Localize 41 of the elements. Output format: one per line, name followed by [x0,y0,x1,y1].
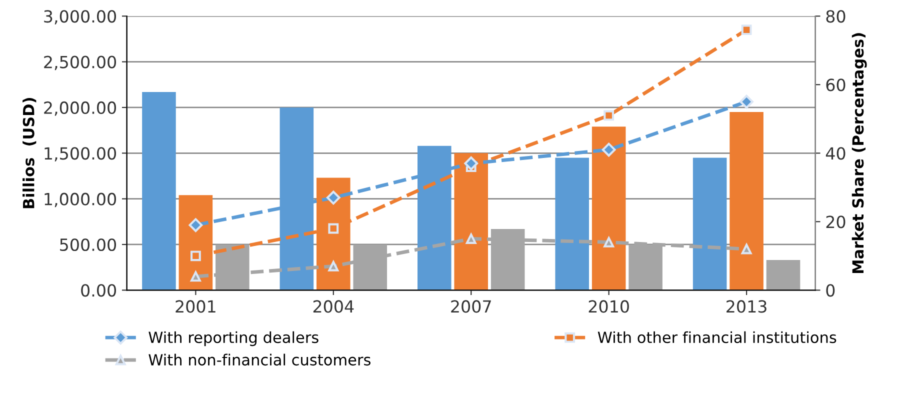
legend-label: With reporting dealers [148,331,318,346]
point [741,244,752,254]
point [741,24,752,36]
point [464,156,478,170]
bar [730,112,764,290]
y-tick-label: 2,500.00 [44,56,116,70]
point [328,223,339,234]
x-tick-label: 2001 [176,300,216,313]
y-tick-label: 1,500.00 [44,147,116,162]
y2-axis-title: Market Share (Percentages) [852,33,867,274]
x-tick-label: 2010 [588,300,629,313]
bar [766,260,800,290]
y-tick-label: 3,000.00 [44,10,116,24]
legend-label: With other financial institutions [598,331,836,344]
y-tick-label: 500.00 [60,238,116,252]
y2-tick-label: 20 [826,216,846,228]
x-tick-label: 2013 [726,300,766,313]
legend-label: With non-financial customers [148,354,370,366]
bar [592,126,626,290]
y-axis-title: Billios (USD) [22,98,36,208]
point [466,234,476,244]
x-tick-label: 2004 [313,300,354,313]
y2-tick-label: 60 [826,78,846,92]
bar [142,92,176,290]
x-tick-label: 2007 [451,300,491,313]
y-tick-label: 2,000.00 [44,101,116,116]
y2-tick-label: 0 [826,284,835,297]
y2-tick-label: 40 [826,147,846,160]
point [740,94,754,109]
point [190,271,201,282]
bar [692,158,727,290]
point [604,236,614,248]
point [326,190,340,205]
point [602,142,616,157]
point [328,260,339,272]
point [188,218,203,232]
y2-tick-label: 80 [826,10,846,23]
y-tick-label: 1,000.00 [44,192,116,208]
point [190,250,201,262]
y-tick-label: 0.00 [81,284,116,297]
point [604,110,614,121]
